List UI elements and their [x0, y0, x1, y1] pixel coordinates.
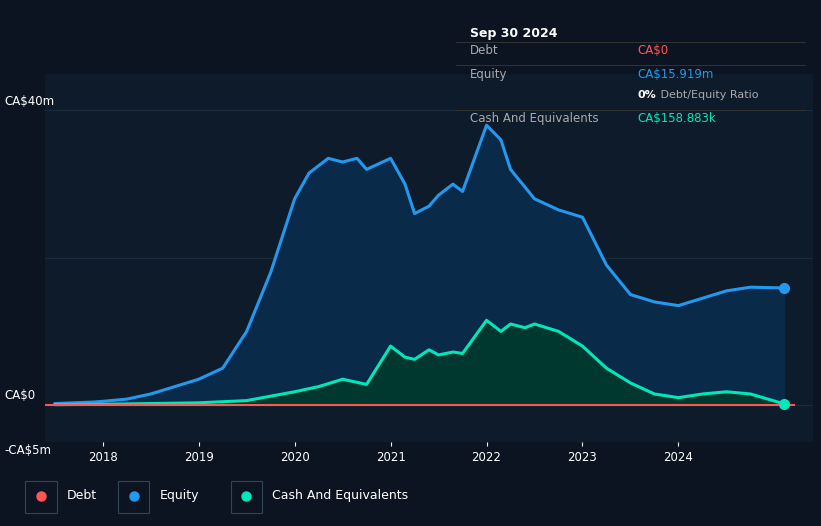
Text: CA$40m: CA$40m: [4, 95, 54, 108]
Text: CA$15.919m: CA$15.919m: [637, 68, 713, 80]
Text: 0%: 0%: [637, 90, 656, 100]
Text: CA$0: CA$0: [4, 389, 35, 402]
Text: Debt: Debt: [470, 44, 498, 57]
FancyBboxPatch shape: [118, 481, 149, 513]
Text: Debt: Debt: [67, 489, 97, 502]
Text: Equity: Equity: [470, 68, 507, 80]
FancyBboxPatch shape: [25, 481, 57, 513]
Text: Sep 30 2024: Sep 30 2024: [470, 27, 557, 40]
Text: Cash And Equivalents: Cash And Equivalents: [470, 112, 599, 125]
Text: Debt/Equity Ratio: Debt/Equity Ratio: [657, 90, 759, 100]
Text: Equity: Equity: [159, 489, 199, 502]
Text: CA$0: CA$0: [637, 44, 668, 57]
Text: CA$158.883k: CA$158.883k: [637, 112, 716, 125]
Text: -CA$5m: -CA$5m: [4, 444, 51, 458]
Text: Cash And Equivalents: Cash And Equivalents: [272, 489, 408, 502]
FancyBboxPatch shape: [231, 481, 262, 513]
